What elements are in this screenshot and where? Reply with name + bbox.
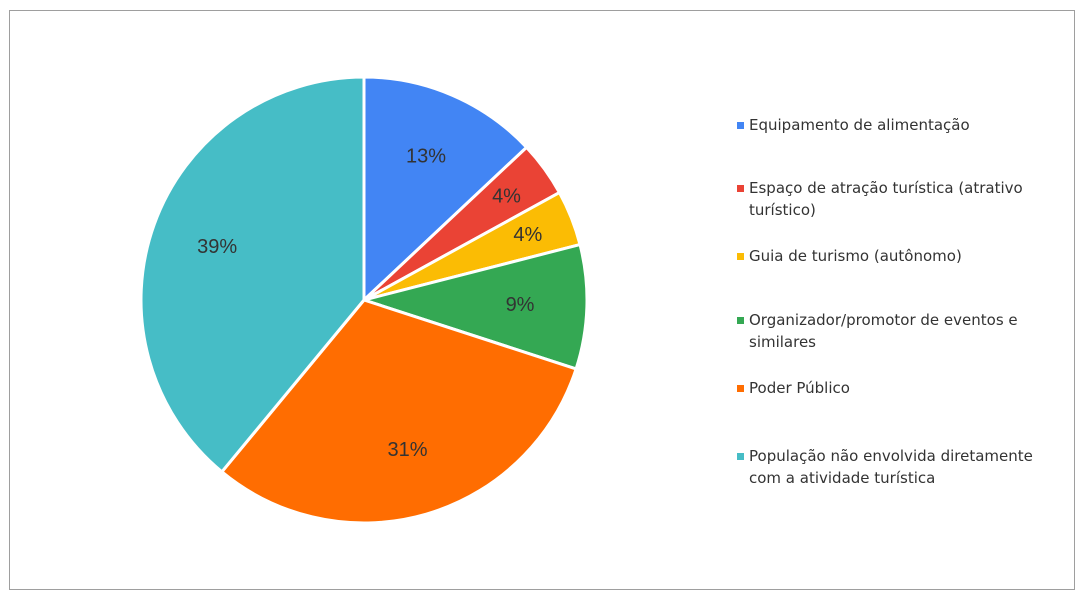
legend-label: Espaço de atração turística (atrativo tu… bbox=[749, 179, 1023, 219]
pie-slices bbox=[139, 75, 589, 525]
pie-slice-equipamento-de-alimentacao bbox=[362, 75, 529, 302]
pie-slice-populacao-nao-envolvida-diretamente-com-a-atividade-turistica bbox=[139, 75, 366, 474]
legend-item-poder-publico: Poder Público bbox=[737, 377, 1049, 399]
pie-slice-organizador-promotor-de-eventos-e-similares bbox=[362, 243, 589, 371]
legend-item-espaco-de-atracao-turistica-atrativo-turistico: Espaço de atração turística (atrativo tu… bbox=[737, 177, 1049, 221]
legend-label: Organizador/promotor de eventos e simila… bbox=[749, 311, 1018, 351]
legend-swatch bbox=[737, 385, 744, 392]
legend-label: Equipamento de alimentação bbox=[749, 116, 970, 134]
legend-swatch bbox=[737, 453, 744, 460]
data-label-espaco-de-atracao-turistica-atrativo-turistico: 4% bbox=[492, 185, 521, 207]
data-label-guia-de-turismo-autonomo: 4% bbox=[513, 224, 542, 246]
legend-label: Guia de turismo (autônomo) bbox=[749, 247, 962, 265]
legend-swatch bbox=[737, 122, 744, 129]
data-label-equipamento-de-alimentacao: 13% bbox=[406, 146, 446, 168]
legend-swatch bbox=[737, 253, 744, 260]
legend-label: Poder Público bbox=[749, 379, 850, 397]
legend-swatch bbox=[737, 317, 744, 324]
legend-swatch bbox=[737, 185, 744, 192]
data-label-populacao-nao-envolvida-diretamente-com-a-atividade-turistica: 39% bbox=[197, 236, 237, 258]
legend-item-populacao-nao-envolvida-diretamente-com-a-atividade-turistica: População não envolvida diretamente com … bbox=[737, 445, 1049, 489]
legend-item-equipamento-de-alimentacao: Equipamento de alimentação bbox=[737, 114, 1049, 136]
legend-item-guia-de-turismo-autonomo: Guia de turismo (autônomo) bbox=[737, 245, 1049, 267]
pie-data-labels: 13% 4% 4% 9% 31% 39% bbox=[197, 146, 542, 461]
data-label-poder-publico: 31% bbox=[388, 439, 428, 461]
data-label-organizador-promotor-de-eventos-e-similares: 9% bbox=[506, 294, 535, 316]
legend-item-organizador-promotor-de-eventos-e-similares: Organizador/promotor de eventos e simila… bbox=[737, 309, 1049, 353]
legend-label: População não envolvida diretamente com … bbox=[749, 447, 1033, 487]
pie-slice-poder-publico bbox=[220, 298, 578, 525]
